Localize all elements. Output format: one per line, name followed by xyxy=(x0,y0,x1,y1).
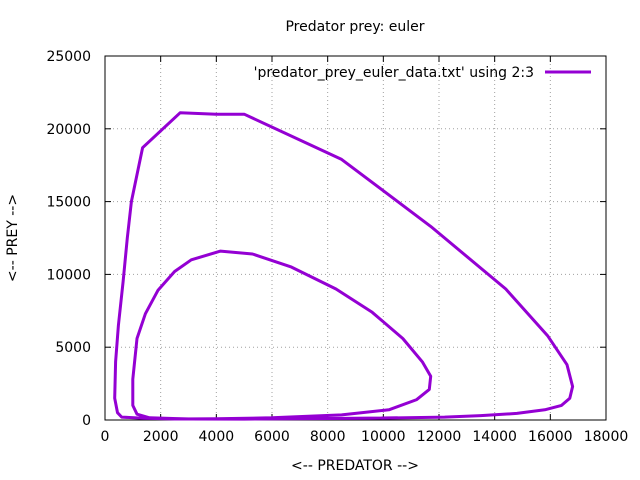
series-group xyxy=(113,111,575,421)
x-tick-label: 12000 xyxy=(417,429,462,445)
x-tick-label: 0 xyxy=(101,429,110,445)
x-tick-labels: 0 2000 4000 6000 8000 10000 12000 14000 16000 180… xyxy=(101,429,629,445)
x-tick-label: 4000 xyxy=(199,429,235,445)
x-tick-label: 2000 xyxy=(143,429,179,445)
x-tick-label: 18000 xyxy=(584,429,629,445)
y-tick-label: 0 xyxy=(82,413,91,429)
x-tick-label: 10000 xyxy=(361,429,406,445)
ticks xyxy=(104,55,607,421)
y-axis-label: <-- PREY --> xyxy=(5,194,21,282)
legend: 'predator_prey_euler_data.txt' using 2:3 xyxy=(254,65,591,81)
chart-title: Predator prey: euler xyxy=(285,19,424,35)
x-tick-label: 6000 xyxy=(254,429,290,445)
y-tick-label: 20000 xyxy=(46,122,91,138)
y-tick-label: 15000 xyxy=(46,195,91,211)
x-tick-label: 16000 xyxy=(528,429,573,445)
x-tick-label: 8000 xyxy=(310,429,346,445)
x-tick-label: 14000 xyxy=(472,429,517,445)
plot-frame xyxy=(104,55,607,421)
y-tick-labels: 0 5000 10000 15000 20000 25000 xyxy=(46,49,91,429)
grid xyxy=(105,56,606,420)
y-tick-label: 5000 xyxy=(55,340,91,356)
series-line xyxy=(113,111,575,421)
y-tick-label: 10000 xyxy=(46,267,91,283)
x-axis-label: <-- PREDATOR --> xyxy=(291,458,419,474)
legend-label: 'predator_prey_euler_data.txt' using 2:3 xyxy=(254,65,534,81)
y-tick-label: 25000 xyxy=(46,49,91,65)
